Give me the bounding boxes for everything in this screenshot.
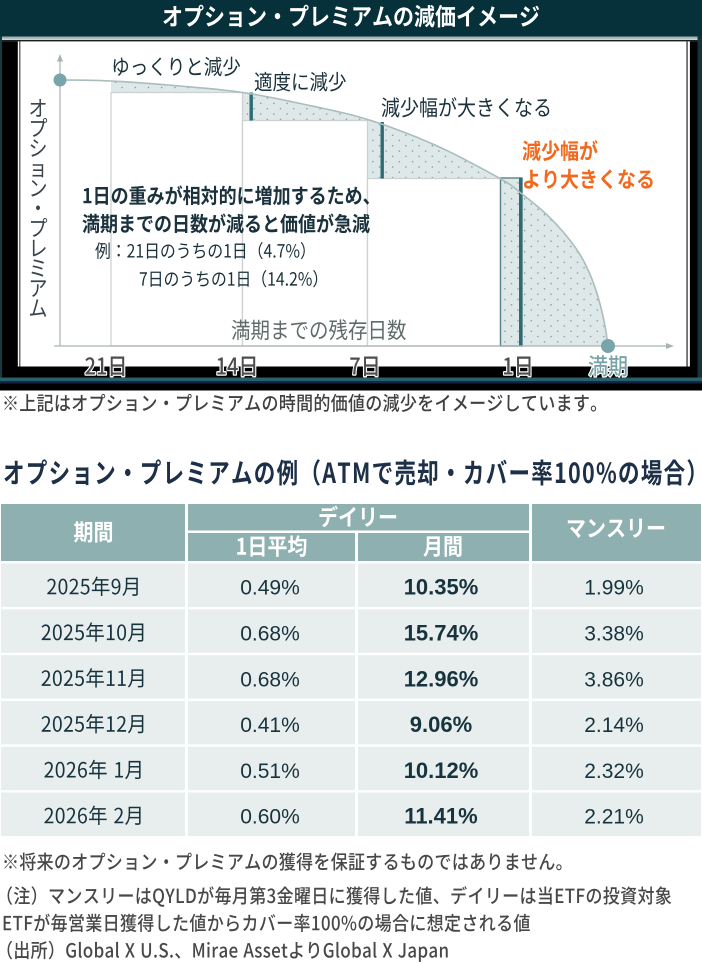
svg-text:0.68%: 0.68% <box>240 623 300 646</box>
svg-text:0.41%: 0.41% <box>240 714 300 737</box>
svg-text:0.51%: 0.51% <box>240 760 300 783</box>
svg-text:2.14%: 2.14% <box>584 714 644 737</box>
svg-text:10.12%: 10.12% <box>404 758 479 783</box>
svg-text:12.96%: 12.96% <box>404 666 479 691</box>
svg-text:9.06%: 9.06% <box>410 712 472 737</box>
svg-text:1.99%: 1.99% <box>584 577 644 600</box>
svg-text:0.68%: 0.68% <box>240 668 300 691</box>
svg-text:0.60%: 0.60% <box>240 806 300 829</box>
svg-text:2.32%: 2.32% <box>584 760 644 783</box>
svg-text:0.49%: 0.49% <box>240 577 300 600</box>
svg-text:10.35%: 10.35% <box>404 575 479 600</box>
svg-text:15.74%: 15.74% <box>404 621 479 646</box>
svg-text:3.86%: 3.86% <box>584 668 644 691</box>
svg-text:3.38%: 3.38% <box>584 623 644 646</box>
svg-text:11.41%: 11.41% <box>404 804 477 829</box>
svg-text:2.21%: 2.21% <box>584 806 644 829</box>
